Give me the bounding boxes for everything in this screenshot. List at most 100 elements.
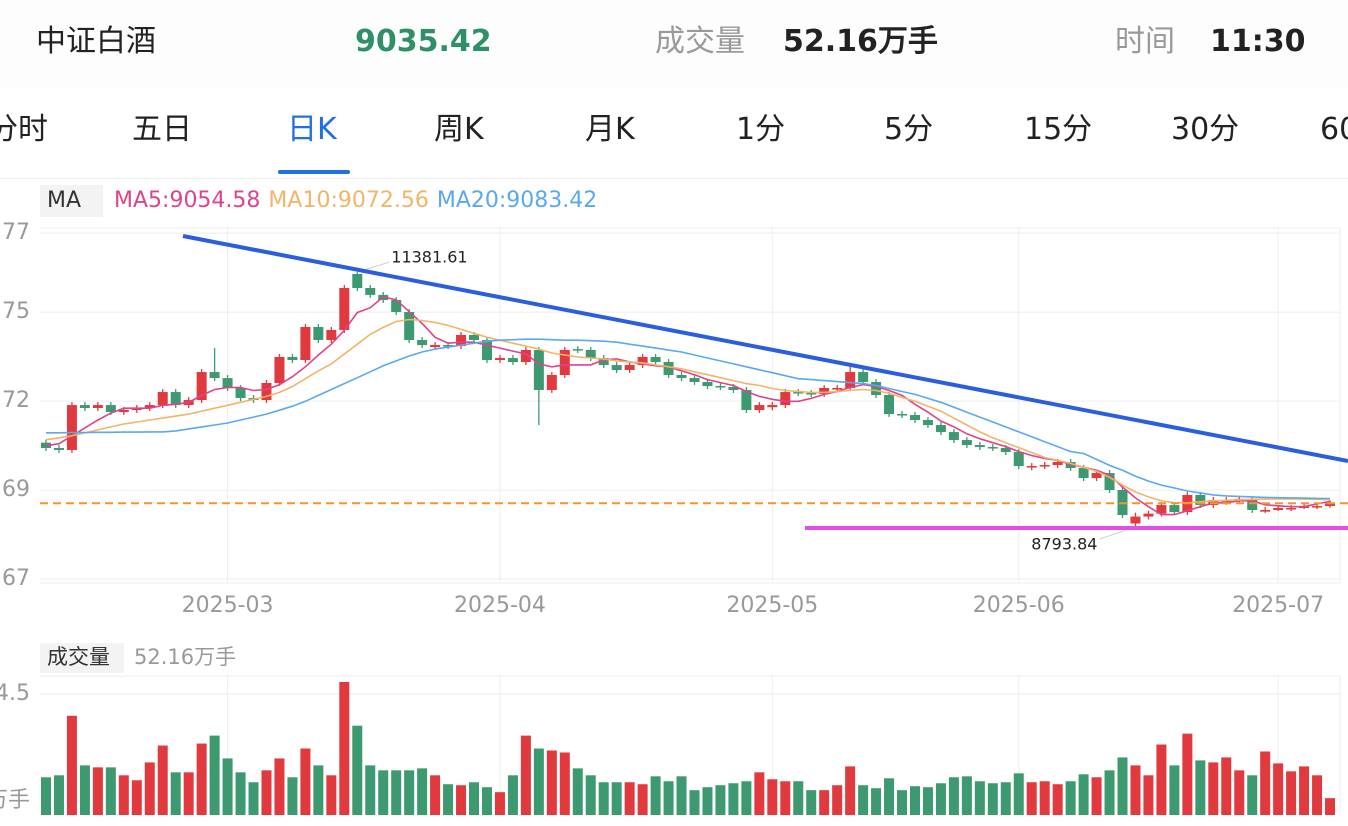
volume-bar (858, 785, 869, 815)
volume-bar (546, 750, 557, 815)
volume-bar (1286, 771, 1297, 815)
candle-body (637, 356, 648, 366)
volume-bar (520, 735, 531, 815)
volume-bar (663, 781, 674, 815)
y-tick-label: 67 (2, 566, 30, 591)
price: 9035.42 (355, 24, 492, 59)
volume-bar (1039, 781, 1050, 815)
volume-bar (417, 768, 428, 815)
volume-bar (183, 772, 194, 815)
volume-bar (430, 775, 441, 815)
candle-body (235, 388, 246, 399)
legend-entry: MA20:9083.42 (437, 188, 597, 213)
volume-bar (1182, 733, 1193, 815)
candle-body (196, 372, 207, 401)
tab[interactable]: 15分 (1024, 112, 1093, 147)
candle-body (741, 389, 752, 410)
volume-bar (1091, 777, 1102, 815)
volume-bar (326, 775, 337, 815)
candle-body (572, 349, 583, 351)
x-tick-label: 2025-05 (726, 593, 818, 618)
volume-bar (105, 767, 116, 815)
candle-body (507, 358, 518, 362)
candle-body (1000, 448, 1011, 453)
volume-bar (871, 788, 882, 815)
y-tick-label: 4.5 (0, 681, 30, 706)
tab[interactable]: 分时 (0, 112, 48, 147)
candle-body (430, 345, 441, 348)
candle-body (520, 349, 531, 362)
tab[interactable]: 日K (287, 112, 337, 147)
candle-body (546, 375, 557, 390)
volume-bar (1117, 757, 1128, 815)
volume-bar (1169, 765, 1180, 815)
candle-body (884, 395, 895, 415)
volume-bar (1260, 751, 1271, 815)
candle-body (806, 393, 817, 395)
volume-bar (456, 785, 467, 815)
volume-bar (443, 784, 454, 815)
candle-body (66, 405, 77, 450)
candle-body (858, 372, 869, 383)
candle-body (1013, 452, 1024, 467)
volume-bar (1130, 765, 1141, 815)
legend-entry: MA10:9072.56 (268, 188, 428, 213)
tab[interactable]: 5分 (884, 112, 934, 147)
tab[interactable]: 周K (434, 112, 484, 147)
volume-bar (728, 783, 739, 815)
volume-title-box (40, 643, 124, 673)
volume-bar (948, 777, 959, 815)
candle-body (261, 382, 272, 401)
candle-body (845, 372, 856, 389)
candle-body (339, 288, 350, 330)
candle-body (987, 447, 998, 449)
volume-bar (79, 765, 90, 815)
candle-body (533, 349, 544, 390)
quote-header: 中证白酒 9035.42 成交量 52.16万手 时间 11:30 (0, 0, 1348, 88)
legend-title: MA (47, 188, 81, 213)
volume-bar (897, 790, 908, 815)
index-name: 中证白酒 (36, 24, 156, 59)
volume-bar (585, 775, 596, 815)
candle-body (689, 378, 700, 383)
candle-body (494, 358, 505, 361)
candle-body (676, 375, 687, 379)
candle-body (53, 448, 64, 450)
x-tick-label: 2025-04 (454, 593, 546, 618)
volume-bar (793, 781, 804, 815)
candle-body (300, 327, 311, 361)
tab[interactable]: 1分 (736, 112, 786, 147)
volume-bar (1026, 782, 1037, 815)
candle-body (1312, 506, 1323, 508)
candle-body (443, 345, 454, 347)
volume-bar (845, 766, 856, 815)
volume-bar (767, 779, 778, 815)
volume-bar (1156, 744, 1167, 815)
tab[interactable]: 30分 (1171, 112, 1240, 147)
y-tick-label: 72 (2, 388, 30, 413)
candle-body (1052, 462, 1063, 466)
volume-bar (157, 745, 168, 815)
volume-bar (1052, 784, 1063, 815)
candle-body (105, 405, 116, 413)
volume-bar (1325, 798, 1336, 815)
candle-body (1039, 465, 1050, 467)
volume-bar (1247, 775, 1258, 815)
tab[interactable]: 60 (1320, 112, 1348, 147)
volume-bar (235, 772, 246, 815)
candle-body (1273, 508, 1284, 510)
volume-bar (650, 776, 661, 815)
active-tab-indicator (278, 170, 350, 174)
y-tick-label: 75 (2, 299, 30, 324)
candle-body (961, 440, 972, 446)
volume-bar (118, 775, 129, 815)
tab[interactable]: 五日 (132, 112, 192, 147)
candle-body (793, 392, 804, 394)
candle-body (1104, 473, 1115, 490)
tab[interactable]: 月K (585, 112, 635, 147)
candle-body (157, 392, 168, 406)
volume-bar (287, 777, 298, 815)
volume-bar (533, 748, 544, 815)
candle-body (974, 445, 985, 448)
